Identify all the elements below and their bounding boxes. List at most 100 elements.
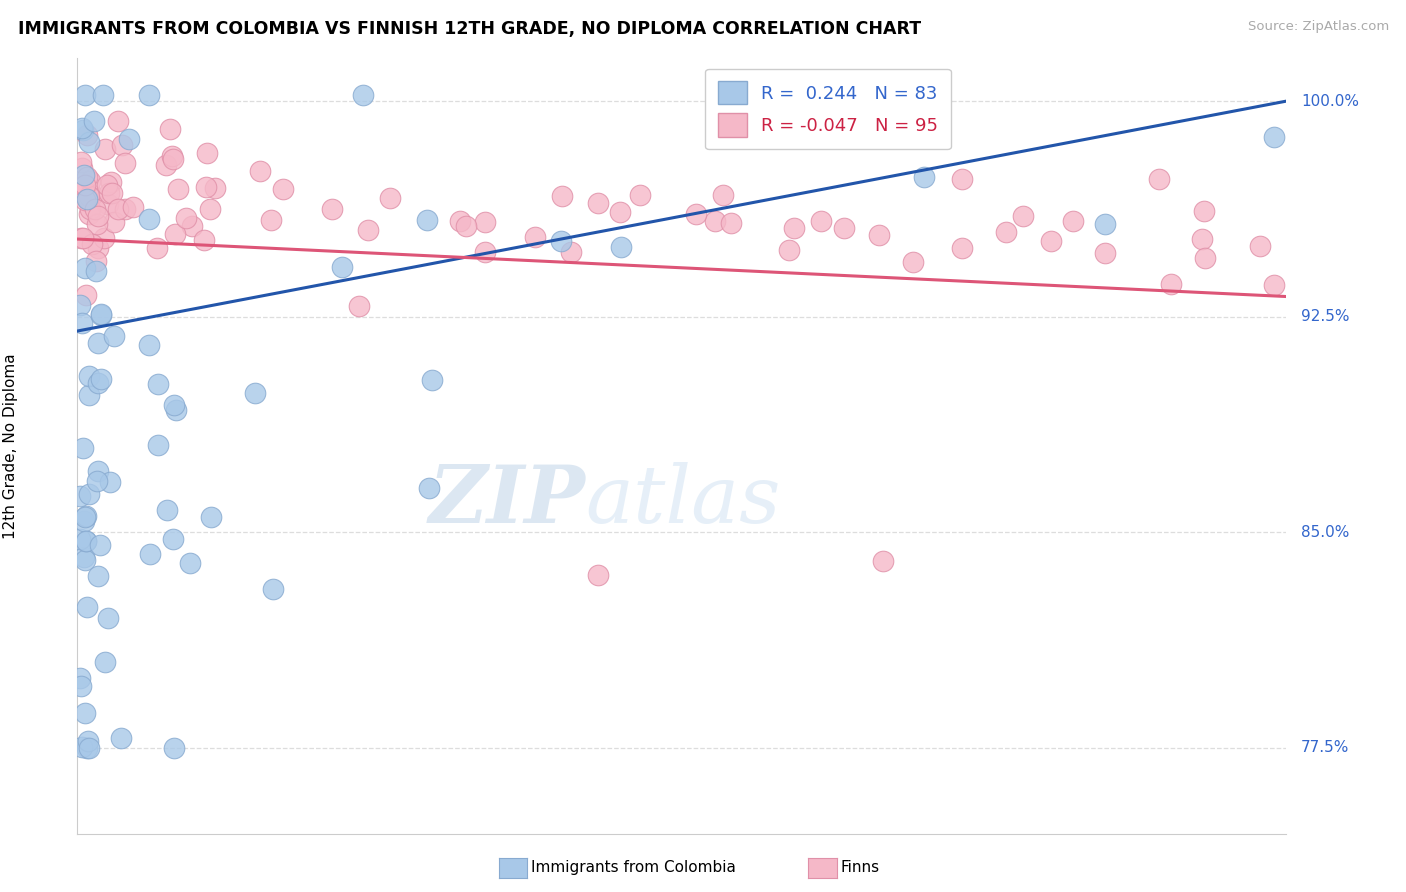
Point xyxy=(86,475,108,489)
Point xyxy=(179,556,201,570)
Point xyxy=(321,202,343,216)
Point xyxy=(72,441,94,455)
Point xyxy=(77,136,100,150)
Point xyxy=(94,142,117,156)
Point xyxy=(155,158,177,172)
Point xyxy=(84,264,107,278)
Point xyxy=(90,308,112,322)
Point xyxy=(193,234,215,248)
Text: 77.5%: 77.5% xyxy=(1301,740,1350,756)
Point xyxy=(163,227,186,241)
Point xyxy=(107,114,129,128)
Point xyxy=(1192,204,1215,219)
Point xyxy=(271,182,294,196)
Point xyxy=(586,195,609,210)
Point xyxy=(249,163,271,178)
Point xyxy=(76,599,98,614)
Point xyxy=(995,226,1018,240)
Point xyxy=(347,299,370,313)
Point xyxy=(87,464,110,478)
Point xyxy=(73,550,96,565)
Point xyxy=(118,132,141,146)
Point xyxy=(1094,217,1116,231)
Point xyxy=(69,671,91,685)
Point xyxy=(138,547,160,561)
Point xyxy=(195,145,218,160)
Text: IMMIGRANTS FROM COLOMBIA VS FINNISH 12TH GRADE, NO DIPLOMA CORRELATION CHART: IMMIGRANTS FROM COLOMBIA VS FINNISH 12TH… xyxy=(18,20,921,37)
Point xyxy=(1191,232,1213,246)
Point xyxy=(901,255,924,269)
Point xyxy=(609,204,631,219)
Point xyxy=(200,510,222,524)
Point xyxy=(1263,278,1285,293)
Point xyxy=(70,316,93,330)
Point xyxy=(160,149,183,163)
Point xyxy=(121,201,143,215)
Point xyxy=(98,475,121,489)
Point xyxy=(778,243,800,257)
Point xyxy=(180,219,202,233)
Text: 100.0%: 100.0% xyxy=(1301,94,1360,109)
Point xyxy=(146,376,169,391)
Point xyxy=(70,231,93,245)
Point xyxy=(77,189,100,203)
Point xyxy=(114,202,136,217)
Point xyxy=(110,731,132,746)
Point xyxy=(91,88,114,103)
Point xyxy=(1062,214,1084,228)
Text: 92.5%: 92.5% xyxy=(1301,310,1350,324)
Point xyxy=(731,117,754,131)
Legend: R =  0.244   N = 83, R = -0.047   N = 95: R = 0.244 N = 83, R = -0.047 N = 95 xyxy=(706,69,950,149)
Point xyxy=(76,740,98,755)
Point xyxy=(162,532,184,546)
Point xyxy=(720,216,742,230)
Point xyxy=(418,481,440,495)
Point xyxy=(352,88,374,103)
Point xyxy=(156,503,179,517)
Point xyxy=(77,369,100,384)
Point xyxy=(79,202,101,216)
Point xyxy=(69,532,91,546)
Point xyxy=(72,122,94,136)
Point xyxy=(87,336,110,351)
Point xyxy=(77,740,100,755)
Point xyxy=(70,121,93,136)
Point xyxy=(77,487,100,501)
Point xyxy=(551,188,574,202)
Point xyxy=(243,385,266,400)
Point xyxy=(159,121,181,136)
Point xyxy=(138,211,160,226)
Point xyxy=(73,169,96,183)
Point xyxy=(89,538,111,552)
Point xyxy=(832,220,855,235)
Point xyxy=(195,180,218,194)
Point xyxy=(1147,171,1170,186)
Point xyxy=(80,188,103,202)
Point xyxy=(73,88,96,103)
Text: 12th Grade, No Diploma: 12th Grade, No Diploma xyxy=(3,353,18,539)
Point xyxy=(75,193,97,207)
Point xyxy=(94,655,117,669)
Point xyxy=(167,182,190,196)
Point xyxy=(75,533,97,548)
Point xyxy=(950,172,973,186)
Point xyxy=(138,88,160,103)
Point xyxy=(96,178,118,192)
Point xyxy=(87,209,110,223)
Point xyxy=(77,207,100,221)
Point xyxy=(560,244,582,259)
Point xyxy=(72,183,94,197)
Point xyxy=(146,438,169,452)
Point xyxy=(711,188,734,202)
Point xyxy=(474,244,496,259)
Point xyxy=(628,188,651,202)
Point xyxy=(524,230,547,244)
Point xyxy=(79,174,101,188)
Point xyxy=(100,175,122,189)
Text: Source: ZipAtlas.com: Source: ZipAtlas.com xyxy=(1249,20,1389,33)
Point xyxy=(100,186,122,200)
Point xyxy=(872,554,894,568)
Point xyxy=(1160,277,1182,291)
Point xyxy=(87,376,110,390)
Point xyxy=(165,403,187,417)
